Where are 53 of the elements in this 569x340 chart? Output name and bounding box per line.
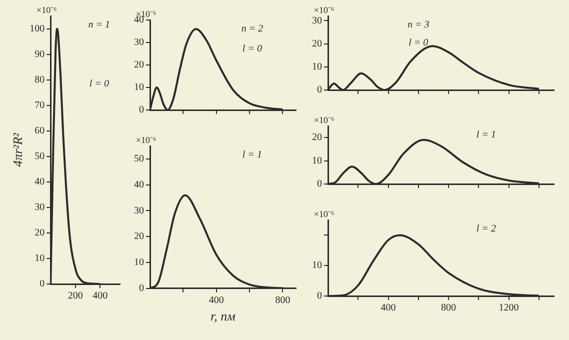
y-tick-label: 30 bbox=[134, 205, 144, 216]
x-tick-label: 400 bbox=[380, 302, 396, 314]
y-tick-label: 0 bbox=[317, 290, 322, 302]
annotation: l = 1 bbox=[242, 150, 262, 161]
y-axis-title: 4πr²R² bbox=[10, 132, 26, 167]
annotation: n = 2 bbox=[241, 24, 264, 35]
y-tick-label: 0 bbox=[317, 178, 322, 190]
x-tick-label: 1200 bbox=[498, 302, 519, 314]
annotation: n = 3 bbox=[408, 20, 430, 31]
y-tick-label: 10 bbox=[312, 155, 322, 166]
x-tick-label: 200 bbox=[68, 290, 83, 302]
y-tick-label: 10 bbox=[134, 82, 144, 94]
y-tick-label: 0 bbox=[139, 104, 144, 116]
y-tick-label: 30 bbox=[312, 15, 322, 26]
x-tick-label: 800 bbox=[441, 302, 456, 314]
y-tick-label: 20 bbox=[34, 228, 45, 239]
annotation: l = 0 bbox=[89, 78, 109, 90]
text: ×10⁻⁶ bbox=[136, 134, 156, 145]
y-tick-label: 0 bbox=[317, 84, 322, 96]
y-tick-label: 20 bbox=[134, 60, 144, 71]
y-tick-label: 30 bbox=[134, 37, 144, 48]
y-tick-label: 100 bbox=[30, 23, 45, 34]
y-tick-label: 10 bbox=[312, 62, 322, 72]
y-tick-label: 20 bbox=[134, 231, 144, 242]
text: ×10⁻⁶ bbox=[36, 4, 57, 15]
text: ×10⁻⁶ bbox=[314, 4, 334, 15]
x-axis-title: r, пм bbox=[210, 308, 236, 324]
y-tick-label: 40 bbox=[34, 176, 45, 188]
text: ×10⁻⁶ bbox=[314, 114, 334, 125]
annotation: l = 0 bbox=[242, 43, 262, 54]
y-tick-label: 10 bbox=[34, 253, 45, 264]
y-tick-label: 60 bbox=[34, 125, 45, 136]
annotation: n = 1 bbox=[88, 20, 110, 31]
annotation: l = 1 bbox=[476, 130, 496, 141]
y-tick-label: 20 bbox=[312, 38, 322, 50]
y-tick-label: 0 bbox=[139, 283, 144, 294]
y-tick-label: 50 bbox=[134, 154, 144, 165]
annotation: l = 2 bbox=[476, 224, 496, 235]
y-tick-label: 90 bbox=[34, 48, 45, 60]
y-tick-label: 20 bbox=[312, 132, 322, 144]
y-tick-label: 10 bbox=[134, 257, 144, 268]
y-tick-label: 30 bbox=[34, 202, 45, 214]
y-tick-label: 10 bbox=[312, 260, 322, 272]
y-tick-label: 70 bbox=[34, 100, 45, 111]
annotation: l = 0 bbox=[408, 38, 428, 49]
x-tick-label: 400 bbox=[92, 290, 108, 302]
y-tick-label: 80 bbox=[34, 74, 45, 86]
x-tick-label: 800 bbox=[275, 295, 290, 306]
y-tick-label: 50 bbox=[34, 151, 45, 162]
x-tick-label: 400 bbox=[208, 295, 224, 306]
text: ×10⁻⁶ bbox=[314, 208, 334, 219]
y-tick-label: 40 bbox=[134, 179, 144, 190]
y-tick-label: 0 bbox=[40, 278, 45, 290]
